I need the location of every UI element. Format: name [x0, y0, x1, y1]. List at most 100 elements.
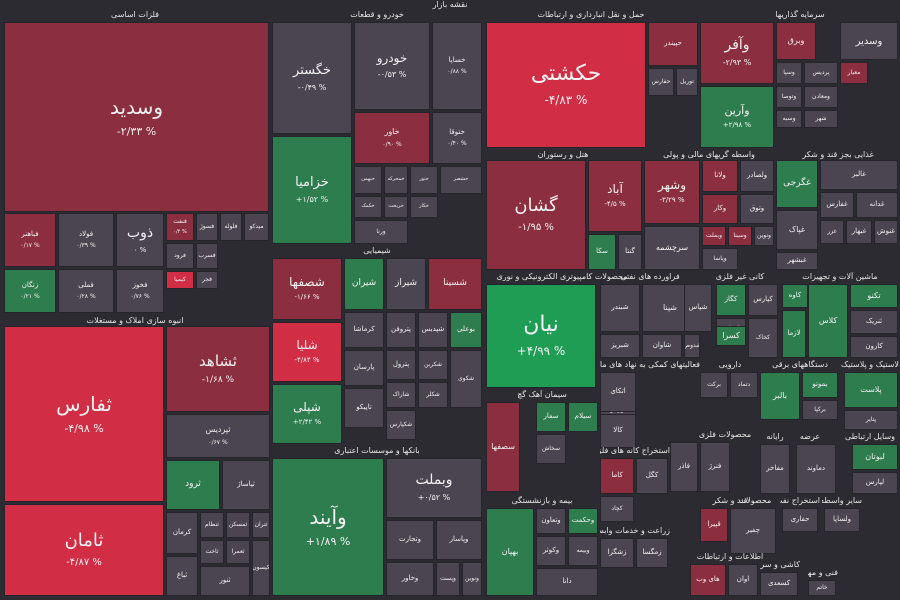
stock-tile[interactable]: کرماشا: [344, 312, 384, 348]
stock-tile[interactable]: بهپان: [486, 508, 534, 596]
stock-tile[interactable]: دتماد: [730, 372, 758, 398]
stock-tile[interactable]: زشگزا: [600, 538, 634, 568]
stock-tile[interactable]: های وب: [690, 564, 726, 596]
stock-tile[interactable]: وآیند +۱/۸۹ %: [272, 458, 384, 596]
stock-tile[interactable]: گشان -۱/۹۵ %: [486, 160, 586, 270]
stock-tile[interactable]: وسدیر: [840, 22, 898, 60]
stock-tile[interactable]: پتایر: [844, 410, 898, 430]
stock-tile[interactable]: وحکمت: [568, 508, 598, 534]
stock-tile[interactable]: اتکای: [600, 372, 636, 412]
stock-tile[interactable]: برکت: [700, 372, 728, 398]
stock-tile[interactable]: کچاد: [600, 496, 634, 522]
stock-tile[interactable]: وبملت: [702, 226, 726, 246]
stock-tile[interactable]: وبملت +۰/۵۲ %: [386, 458, 482, 518]
stock-tile[interactable]: غفارس: [820, 192, 854, 218]
stock-tile[interactable]: شاراک: [386, 382, 416, 408]
stock-tile[interactable]: ثباغ: [166, 556, 198, 596]
stock-tile[interactable]: ولساپا: [824, 508, 860, 532]
stock-tile[interactable]: توریل: [676, 68, 698, 96]
stock-tile[interactable]: کرمان: [166, 512, 198, 554]
stock-tile[interactable]: ورنا: [354, 220, 408, 244]
stock-tile[interactable]: وتوق: [740, 194, 774, 224]
stock-tile[interactable]: ثنظام: [200, 512, 224, 538]
stock-tile[interactable]: خساپا ۰/۸۸ %: [432, 22, 482, 110]
stock-tile[interactable]: وپاسا: [702, 248, 738, 270]
stock-tile[interactable]: خریخت: [384, 196, 408, 218]
stock-tile[interactable]: وپست: [436, 562, 460, 596]
stock-tile[interactable]: شکربن: [418, 350, 448, 380]
stock-tile[interactable]: ثعمرا: [226, 540, 250, 564]
stock-tile[interactable]: ثنور: [200, 566, 250, 596]
stock-tile[interactable]: شپدیس: [418, 312, 448, 348]
stock-tile[interactable]: کیسون: [252, 540, 270, 596]
stock-tile[interactable]: غگرجی: [776, 160, 818, 208]
stock-tile[interactable]: تاپیکو: [344, 388, 384, 428]
stock-tile[interactable]: حفاری: [782, 508, 818, 532]
stock-tile[interactable]: خبهمن: [354, 166, 382, 194]
stock-tile[interactable]: ثرود: [166, 460, 220, 510]
stock-tile[interactable]: شپلی +۲/۴۲ %: [272, 384, 342, 444]
stock-tile[interactable]: وسینا: [728, 226, 752, 246]
stock-tile[interactable]: سخاش: [536, 434, 566, 464]
stock-tile[interactable]: غزر: [820, 220, 844, 244]
stock-tile[interactable]: خودرو -۰/۵۳ %: [354, 22, 430, 110]
stock-tile[interactable]: حفارس: [648, 68, 674, 96]
stock-tile[interactable]: شیران: [344, 258, 384, 310]
stock-tile[interactable]: بوعلی: [450, 312, 482, 348]
stock-tile[interactable]: شاوان: [642, 334, 682, 358]
stock-tile[interactable]: چفیر: [730, 508, 776, 554]
stock-tile[interactable]: فلوله: [220, 213, 242, 241]
stock-tile[interactable]: غدانه: [856, 192, 898, 218]
stock-tile[interactable]: وتعاون: [536, 508, 566, 534]
stock-tile[interactable]: قپیرا: [700, 508, 728, 542]
stock-tile[interactable]: سیلام: [568, 402, 598, 432]
stock-tile[interactable]: ثتران: [252, 512, 270, 538]
stock-tile[interactable]: فجر: [196, 271, 218, 289]
stock-tile[interactable]: ثپردیس ۰/۶۷ %: [166, 414, 270, 458]
stock-tile[interactable]: ثشاهد -۱/۶۸ %: [166, 326, 270, 412]
stock-tile[interactable]: ثاخت: [200, 540, 224, 564]
stock-tile[interactable]: کگل: [636, 458, 668, 494]
stock-tile[interactable]: زنگان ۰/۲۱ %: [4, 269, 56, 313]
stock-tile[interactable]: کالا: [600, 414, 636, 448]
stock-tile[interactable]: کخاک: [748, 318, 778, 358]
stock-tile[interactable]: غپاک: [776, 210, 818, 250]
stock-tile[interactable]: فملی ۰/۲۸ %: [58, 269, 114, 313]
stock-tile[interactable]: شهر: [804, 110, 838, 128]
stock-tile[interactable]: کپارس: [748, 284, 778, 316]
stock-tile[interactable]: شکوی: [450, 350, 482, 408]
stock-tile[interactable]: معیار: [840, 62, 868, 84]
stock-tile[interactable]: ختور: [410, 166, 438, 194]
stock-tile[interactable]: وسدید -۲/۳۳ %: [4, 22, 269, 212]
stock-tile[interactable]: شبریز: [600, 334, 640, 358]
stock-tile[interactable]: میدکو: [244, 213, 269, 241]
stock-tile[interactable]: پارسان: [344, 350, 384, 386]
stock-tile[interactable]: اوان: [728, 564, 758, 596]
stock-tile[interactable]: فولاد ۰/۳۹ %: [58, 213, 114, 267]
stock-tile[interactable]: وشهر -۳/۲۹ %: [644, 160, 700, 224]
stock-tile[interactable]: ولانا: [702, 160, 738, 192]
stock-tile[interactable]: آباد -۴/۵ %: [588, 160, 642, 232]
stock-tile[interactable]: شکپارس: [386, 410, 416, 440]
stock-tile[interactable]: غبهار: [846, 220, 872, 244]
stock-tile[interactable]: وبیمه: [568, 536, 598, 566]
stock-tile[interactable]: کاوه: [782, 284, 808, 308]
stock-tile[interactable]: شلیا -۴/۸۴ %: [272, 322, 342, 382]
stock-tile[interactable]: کگاز: [716, 284, 746, 316]
stock-tile[interactable]: فسرب: [196, 243, 218, 269]
stock-tile[interactable]: گنتا: [618, 234, 642, 270]
stock-tile[interactable]: وبرق: [776, 22, 816, 60]
stock-tile[interactable]: سصفها: [486, 402, 520, 492]
stock-tile[interactable]: فنرژ: [700, 442, 730, 492]
stock-tile[interactable]: کسعدی: [760, 572, 798, 596]
stock-tile[interactable]: ونوین: [754, 226, 774, 246]
stock-tile[interactable]: ذوب ۰ %: [116, 213, 164, 267]
stock-tile[interactable]: سکا: [588, 234, 616, 270]
stock-tile[interactable]: شدوص: [684, 334, 700, 358]
stock-tile[interactable]: وکار: [702, 194, 738, 224]
stock-tile[interactable]: خکمک: [354, 196, 382, 218]
stock-tile[interactable]: شیراز: [386, 258, 426, 310]
stock-tile[interactable]: ثنریک: [850, 310, 898, 334]
stock-tile[interactable]: نیان +۴/۹۹ %: [486, 284, 596, 388]
stock-tile[interactable]: حپیندر: [648, 22, 698, 66]
